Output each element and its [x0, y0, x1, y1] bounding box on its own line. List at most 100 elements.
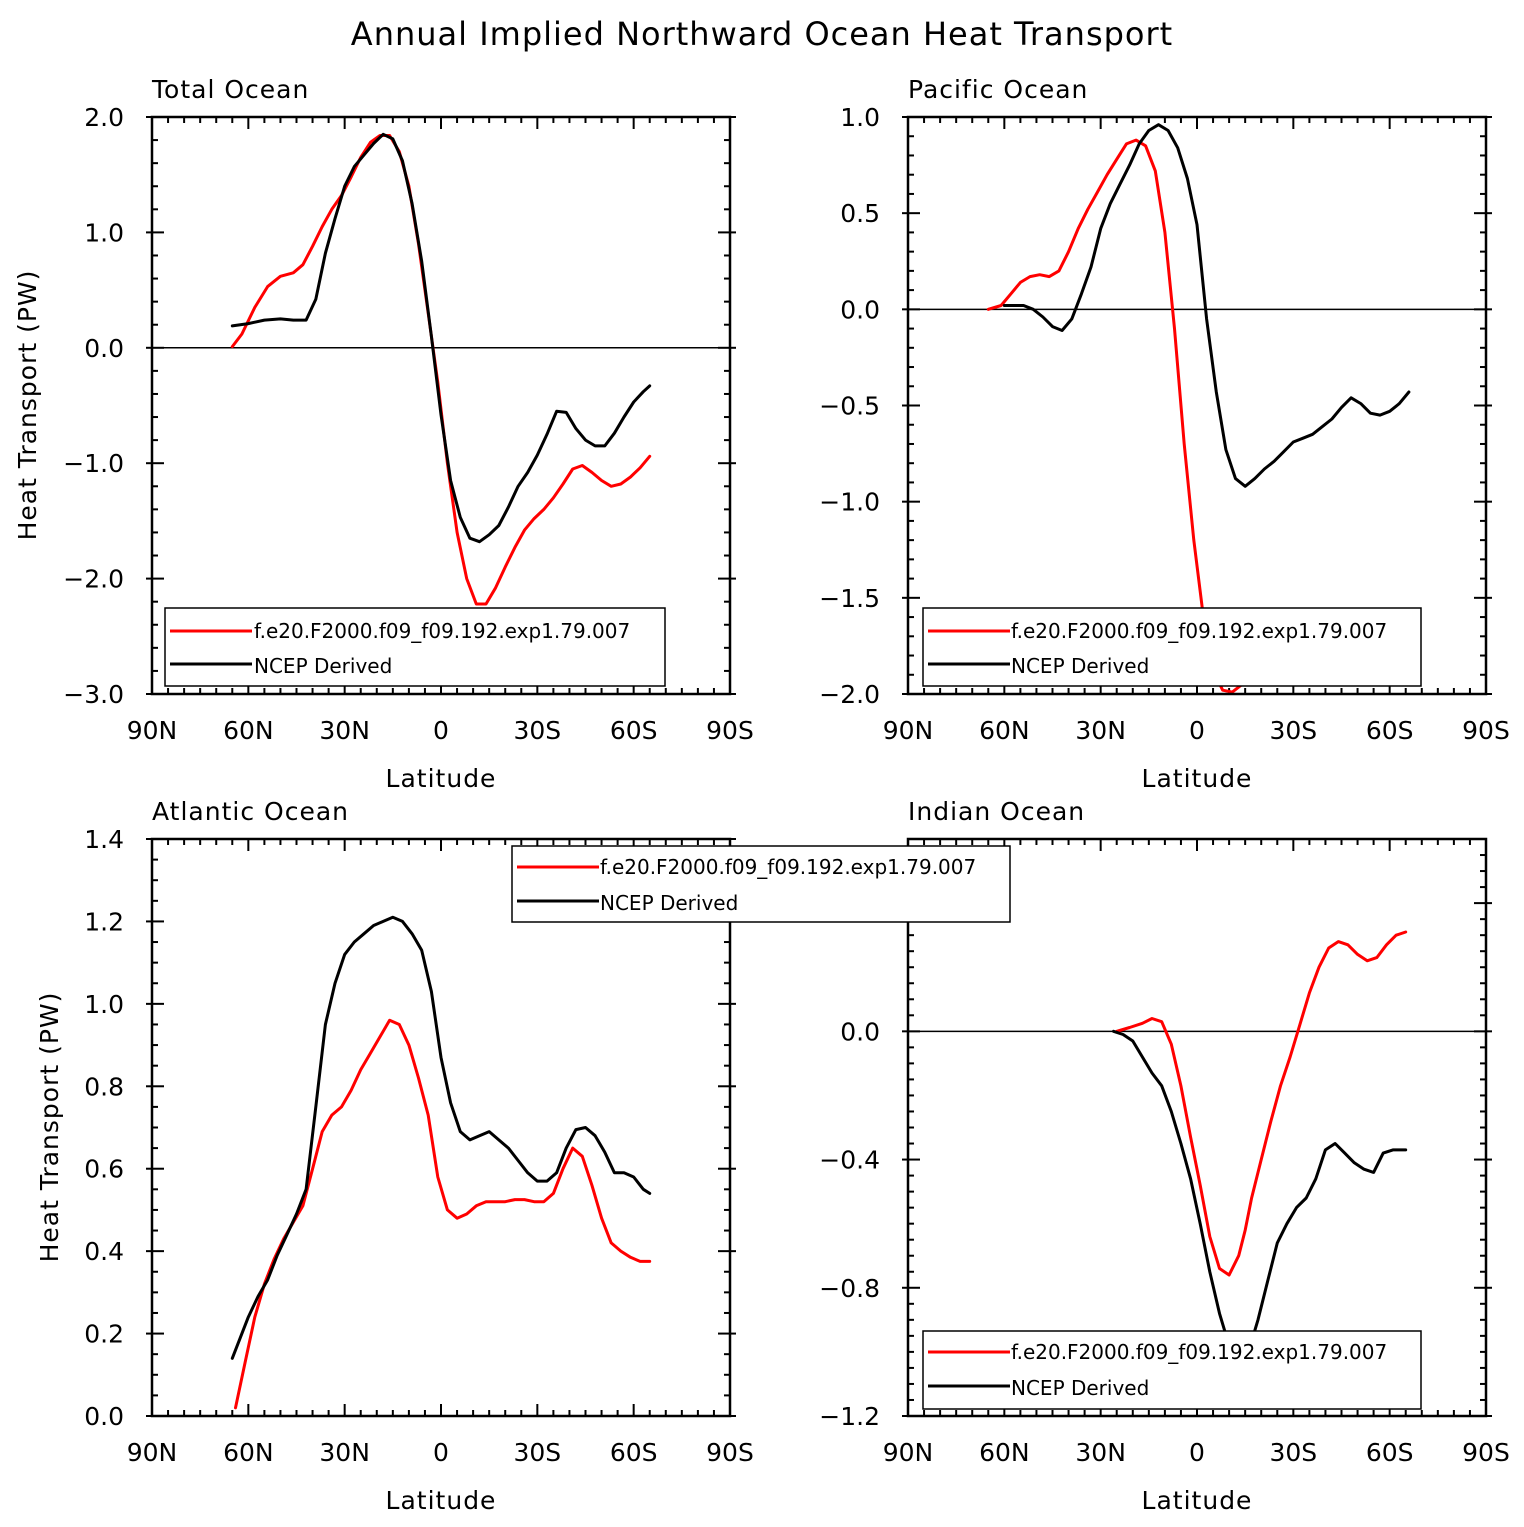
- series-line-obs: [230, 132, 652, 544]
- legend-box: [164, 607, 666, 687]
- plot-frame: [150, 115, 732, 696]
- series-line-obs: [230, 915, 652, 1360]
- y-tick-label: 1.2: [84, 907, 124, 936]
- y-tick-label: −2.0: [819, 680, 880, 709]
- legend: f.e20.F2000.f09_f09.192.exp1.79.007 NCEP…: [164, 607, 666, 687]
- x-tick-label: 90N: [883, 716, 934, 745]
- series-line-model: [230, 134, 652, 606]
- x-tick-label: 0: [1189, 716, 1205, 745]
- series-line-model: [234, 1018, 652, 1410]
- x-tick-label: 30N: [1075, 1438, 1126, 1467]
- x-axis-label: Latitude: [1142, 1486, 1253, 1515]
- panel-title: Pacific Ocean: [908, 75, 1088, 104]
- x-tick-label: 0: [433, 716, 449, 745]
- plot-frame: [150, 837, 732, 1418]
- x-axis-label: Latitude: [386, 1486, 497, 1515]
- panel-pacific-ocean: 90N 60N 30N 0 30S 60S 90S −2.0 −1.5 −1.0 −0.5 0.0 0.…: [819, 75, 1510, 793]
- x-tick-label: 60S: [610, 1438, 658, 1467]
- y-axis-label: Heat Transport (PW): [13, 270, 42, 541]
- x-tick-label: 30S: [1269, 716, 1317, 745]
- x-tick-label: 90N: [127, 1438, 178, 1467]
- x-tick-label: 30N: [1075, 716, 1126, 745]
- legend-label-model: f.e20.F2000.f09_f09.192.exp1.79.007: [1011, 1340, 1387, 1364]
- panel-title: Atlantic Ocean: [152, 797, 349, 826]
- x-tick-label: 90S: [706, 1438, 754, 1467]
- legend-label-model: f.e20.F2000.f09_f09.192.exp1.79.007: [1011, 619, 1387, 643]
- x-tick-label: 60N: [223, 716, 274, 745]
- y-axis-label: Heat Transport (PW): [35, 992, 64, 1263]
- panel-title: Total Ocean: [151, 75, 309, 104]
- plot-area: 90N 60N 30N 0 30S 60S 90S −3.0 −2.0 −1.0 0.0 1.0 2.0: [63, 103, 754, 745]
- y-tick-label: 0.4: [84, 1237, 124, 1266]
- legend: f.e20.F2000.f09_f09.192.exp1.79.007 NCEP…: [922, 1330, 1422, 1410]
- y-tick-label: −0.5: [819, 392, 880, 421]
- legend-label-model: f.e20.F2000.f09_f09.192.exp1.79.007: [254, 619, 630, 643]
- y-tick-label: −0.8: [819, 1274, 880, 1303]
- legend-label-obs: NCEP Derived: [254, 654, 392, 678]
- y-tick-label: 0.0: [84, 334, 124, 363]
- y-tick-label: 0.8: [84, 1072, 124, 1101]
- y-tick-label: 0.0: [840, 1017, 880, 1046]
- x-tick-label: 90S: [1462, 1438, 1510, 1467]
- x-tick-label: 30N: [319, 1438, 370, 1467]
- y-tick-label: 1.0: [84, 990, 124, 1019]
- y-tick-label: −2.0: [63, 565, 124, 594]
- legend-box: [511, 845, 1011, 923]
- y-tick-label: −1.0: [819, 488, 880, 517]
- plot-area: 90N 60N 30N 0 30S 60S 90S 0.0 0.2 0.4 0.6 0.8 1.0 1.2…: [84, 825, 754, 1467]
- x-tick-label: 0: [1189, 1438, 1205, 1467]
- legend-label-obs: NCEP Derived: [1011, 654, 1149, 678]
- y-tick-label: 2.0: [84, 103, 124, 132]
- x-tick-label: 90N: [883, 1438, 934, 1467]
- plot-area: 90N 60N 30N 0 30S 60S 90S −2.0 −1.5 −1.0 −0.5 0.0 0.…: [819, 103, 1510, 745]
- y-tick-label: −1.0: [63, 449, 124, 478]
- series-line-obs: [1112, 1029, 1408, 1370]
- x-tick-label: 60S: [1366, 1438, 1414, 1467]
- panel-atlantic-ocean: 90N 60N 30N 0 30S 60S 90S 0.0 0.2 0.4 0.6 0.8 1.0 1.2…: [35, 797, 754, 1515]
- x-tick-label: 90S: [706, 716, 754, 745]
- y-tick-label: −1.2: [819, 1402, 880, 1431]
- y-tick-label: −0.4: [819, 1146, 880, 1175]
- plot-frame: [906, 115, 1488, 696]
- figure-title: Annual Implied Northward Ocean Heat Tran…: [351, 15, 1173, 53]
- x-tick-label: 60S: [610, 716, 658, 745]
- x-axis-label: Latitude: [386, 764, 497, 793]
- x-tick-label: 60S: [1366, 716, 1414, 745]
- x-tick-label: 30S: [1269, 1438, 1317, 1467]
- y-tick-label: 0.6: [84, 1155, 124, 1184]
- y-tick-label: 1.0: [840, 103, 880, 132]
- legend-label-model: f.e20.F2000.f09_f09.192.exp1.79.007: [600, 855, 976, 879]
- plot-frame: [906, 837, 1488, 1418]
- legend: f.e20.F2000.f09_f09.192.exp1.79.007 NCEP…: [922, 607, 1422, 687]
- x-tick-label: 30S: [513, 1438, 561, 1467]
- x-axis-label: Latitude: [1142, 764, 1253, 793]
- series-line-obs: [1002, 123, 1411, 488]
- x-tick-label: 90N: [127, 716, 178, 745]
- y-tick-label: −1.5: [819, 584, 880, 613]
- panel-total-ocean: 90N 60N 30N 0 30S 60S 90S −3.0 −2.0 −1.0 0.0 1.0 2.0…: [13, 75, 754, 793]
- panel-title: Indian Ocean: [908, 797, 1085, 826]
- legend-label-obs: NCEP Derived: [1011, 1376, 1149, 1400]
- x-tick-label: 90S: [1462, 716, 1510, 745]
- legend-box: [922, 607, 1422, 687]
- y-tick-label: 0.2: [84, 1320, 124, 1349]
- x-tick-label: 30S: [513, 716, 561, 745]
- y-tick-label: −3.0: [63, 680, 124, 709]
- y-tick-label: 1.4: [84, 825, 124, 854]
- y-tick-label: 0.5: [840, 199, 880, 228]
- y-tick-label: 0.0: [840, 295, 880, 324]
- x-tick-label: 0: [433, 1438, 449, 1467]
- x-tick-label: 60N: [223, 1438, 274, 1467]
- y-tick-label: 1.0: [84, 218, 124, 247]
- x-tick-label: 30N: [319, 716, 370, 745]
- x-tick-label: 60N: [979, 1438, 1030, 1467]
- series-line-model: [1115, 930, 1408, 1277]
- legend-atlantic: f.e20.F2000.f09_f09.192.exp1.79.007 NCEP…: [511, 845, 1011, 923]
- legend-box: [922, 1330, 1422, 1410]
- x-tick-label: 60N: [979, 716, 1030, 745]
- y-tick-label: 0.0: [84, 1402, 124, 1431]
- legend-label-obs: NCEP Derived: [600, 891, 738, 915]
